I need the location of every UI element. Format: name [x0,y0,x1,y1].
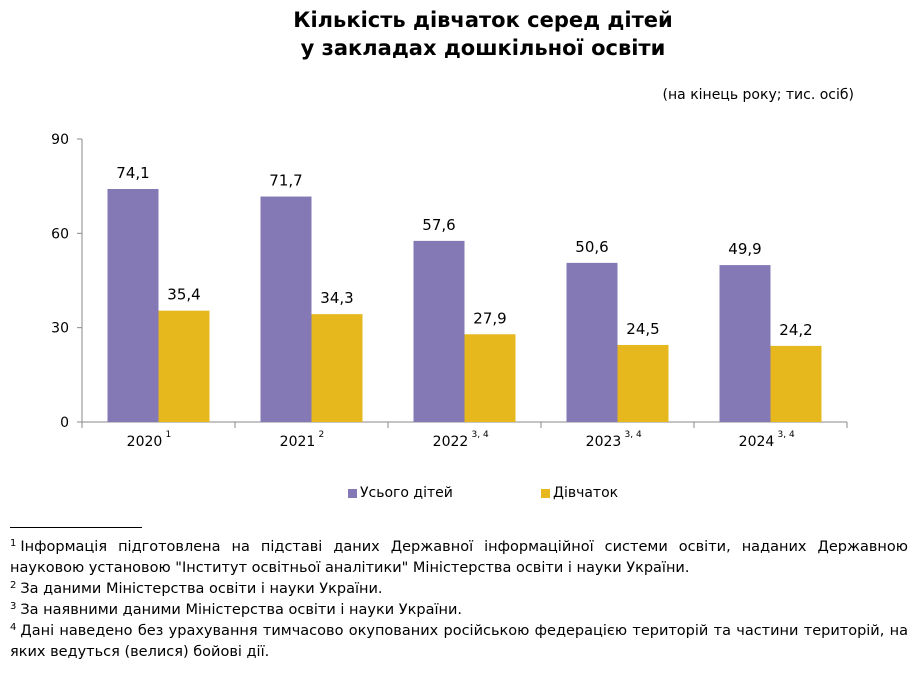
data-label: 35,4 [167,286,200,304]
bar-chart: 0 30 60 90 74,1 35,4 2020 1 71,7 34,3 2021 2 57,6 27,… [51,132,848,450]
x-tick-label: 2020 [127,434,163,450]
footnote-divider [10,527,142,528]
footnote-4: 4 Дані наведено без урахування тимчасово … [10,621,908,663]
bar [107,188,159,422]
data-label: 49,9 [728,240,761,258]
data-label: 50,6 [575,238,608,256]
footnote-text: Дані наведено без урахування тимчасово о… [10,623,908,660]
legend-label-total: Усього дітей [360,485,453,501]
data-label: 57,6 [422,216,455,234]
bar [770,345,822,422]
data-label: 24,2 [779,321,812,339]
x-tick-superscript: 3, 4 [778,430,795,440]
footnote-text: За наявними даними Міністерства освіти і… [20,602,463,618]
bar [566,262,618,422]
y-tick-label: 0 [60,415,69,431]
x-tick-label: 2024 [739,434,775,450]
chart-title-line2: у закладах дошкільної освіти [300,36,666,60]
chart-title-line1: Кількість дівчаток серед дітей [293,8,673,32]
data-label: 27,9 [473,309,506,327]
bar [413,240,465,422]
legend-item-total: Усього дітей [348,485,453,501]
legend-item-girls: Дівчаток [541,485,618,501]
legend-swatch-girls [541,488,550,498]
footnote-text: За даними Міністерства освіти і науки Ук… [20,581,383,597]
bar [719,265,771,422]
bar [464,334,516,422]
footnote-mark: 4 [10,622,17,633]
bar [158,310,210,422]
footnote-3: 3 За наявними даними Міністерства освіти … [10,600,908,621]
x-tick-label: 2021 [280,434,316,450]
footnote-mark: 1 [10,538,17,549]
y-tick-label: 30 [51,321,69,337]
chart-title: Кількість дівчаток серед дітей у заклада… [0,6,918,62]
footnote-text: Інформація підготовлена на підставі дани… [10,539,908,576]
x-tick-superscript: 2 [319,430,325,440]
y-tick-label: 90 [51,132,69,148]
unit-note: (на кінець року; тис. осіб) [662,87,854,103]
footnote-mark: 3 [10,601,17,612]
footnote-2: 2 За даними Міністерства освіти і науки У… [10,579,908,600]
legend-swatch-total [348,488,357,498]
x-tick-superscript: 3, 4 [472,430,489,440]
x-tick-superscript: 1 [166,430,172,440]
bar [311,314,363,422]
footnote-1: 1 Інформація підготовлена на підставі дан… [10,537,908,579]
bar [260,196,312,422]
legend-label-girls: Дівчаток [553,485,619,501]
footnote-mark: 2 [10,580,17,591]
data-label: 24,5 [626,320,659,338]
y-tick-label: 60 [51,226,69,242]
data-label: 34,3 [320,289,353,307]
x-tick-label: 2022 [433,434,469,450]
data-label: 74,1 [116,164,149,182]
bar [617,344,669,422]
x-tick-label: 2023 [586,434,622,450]
x-tick-superscript: 3, 4 [625,430,642,440]
footnotes: 1 Інформація підготовлена на підставі дан… [10,537,908,663]
data-label: 71,7 [269,172,302,190]
